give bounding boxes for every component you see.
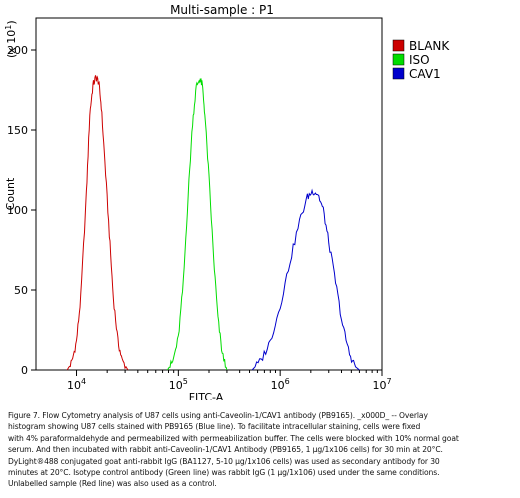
x-tick-base: 10 [271, 379, 285, 392]
x-tick-exponent: 5 [183, 377, 188, 386]
chart-title: Multi-sample : P1 [170, 3, 274, 17]
plot-frame [35, 17, 383, 371]
caption-line: histogram showing U87 cells stained with… [8, 422, 421, 432]
x-tick-exponent: 4 [81, 377, 86, 386]
x-tick-label: 106 [271, 377, 290, 392]
histogram-line-cav1 [251, 188, 360, 371]
x-tick-exponent: 7 [386, 377, 391, 386]
figure-caption: Figure 7. Flow Cytometry analysis of U87… [8, 410, 508, 490]
legend-swatch [392, 53, 405, 66]
x-tick-label: 107 [372, 377, 391, 392]
caption-line: with 4% paraformaldehyde and permeabiliz… [8, 433, 459, 443]
y-tick-label: 100 [7, 204, 28, 217]
legend-label: ISO [409, 53, 430, 67]
caption-line: Unlabelled sample (Red line) was also us… [8, 479, 217, 489]
y-tick-label: 50 [14, 284, 28, 297]
x-tick-base: 10 [169, 379, 183, 392]
caption-line: DyLight®488 conjugated goat anti-rabbit … [8, 456, 440, 466]
legend-label: BLANK [409, 39, 450, 53]
y-tick-label: 0 [21, 364, 28, 377]
y-axis-label: Count [4, 177, 17, 210]
y-scale-close: ) [5, 20, 18, 24]
x-tick-exponent: 6 [285, 377, 290, 386]
histogram-line-blank [66, 74, 129, 371]
legend-swatch [392, 39, 405, 52]
x-axis-label: FITC-A [189, 391, 224, 400]
flow-cytometry-histogram: Multi-sample : P1 (x 101) Count FITC-A 0… [4, 3, 450, 400]
x-tick-base: 10 [67, 379, 81, 392]
legend-label: CAV1 [409, 67, 441, 81]
legend-swatch [392, 67, 405, 80]
y-tick-label: 200 [7, 44, 28, 57]
histogram-line-iso [166, 78, 228, 371]
x-tick-label: 104 [67, 377, 86, 392]
x-tick-base: 10 [372, 379, 386, 392]
y-tick-label: 150 [7, 124, 28, 137]
y-scale-exponent: 1 [4, 25, 13, 30]
x-tick-label: 105 [169, 377, 188, 392]
caption-line: serum. And then incubated with rabbit an… [8, 445, 443, 455]
y-scale-factor: (x 101) [4, 20, 18, 58]
caption-line: Figure 7. Flow Cytometry analysis of U87… [8, 411, 428, 420]
y-scale-label: (x 10 [5, 30, 18, 58]
caption-line: minutes at 20°C. Isotype control antibod… [8, 468, 440, 478]
